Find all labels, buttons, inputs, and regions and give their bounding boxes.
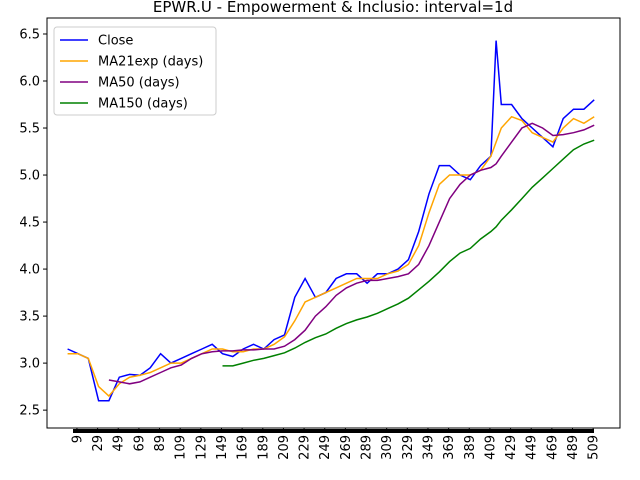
series-line bbox=[67, 40, 595, 402]
plot-frame bbox=[46, 17, 621, 429]
y-tick-label: 4.5 bbox=[19, 216, 40, 231]
series-line bbox=[222, 139, 595, 367]
y-tick-label: 3.0 bbox=[19, 357, 40, 372]
x-tick-label: 109 bbox=[174, 435, 189, 460]
x-tick-label: 309 bbox=[380, 435, 395, 460]
x-tick-label: 149 bbox=[215, 435, 230, 460]
series-line bbox=[108, 122, 595, 385]
y-tick-label: 4.0 bbox=[19, 263, 40, 278]
y-tick-label: 5.0 bbox=[19, 169, 40, 184]
y-tick-label: 2.5 bbox=[19, 404, 40, 419]
tick-band bbox=[73, 429, 594, 433]
y-tick-label: 5.5 bbox=[19, 122, 40, 137]
x-tick-label: 29 bbox=[91, 435, 106, 452]
x-tick-label: 489 bbox=[566, 435, 581, 460]
chart-title: EPWR.U - Empowerment & Inclusio: interva… bbox=[153, 0, 513, 16]
x-tick-label: 189 bbox=[256, 435, 271, 460]
x-tick-label: 209 bbox=[277, 435, 292, 460]
x-tick-label: 349 bbox=[421, 435, 436, 460]
x-tick-label: 409 bbox=[483, 435, 498, 460]
series-line bbox=[67, 115, 595, 398]
x-tick-label: 89 bbox=[153, 435, 168, 452]
x-tick-label: 229 bbox=[298, 435, 313, 460]
x-tick-label: 169 bbox=[236, 435, 251, 460]
y-tick-label: 6.5 bbox=[19, 27, 40, 42]
y-tick-label: 6.0 bbox=[19, 75, 40, 90]
x-tick-label: 269 bbox=[339, 435, 354, 460]
x-tick-label: 449 bbox=[525, 435, 540, 460]
x-tick-label: 389 bbox=[463, 435, 478, 460]
x-tick-label: 49 bbox=[112, 435, 127, 452]
x-tick-label: 329 bbox=[401, 435, 416, 460]
legend-label: MA150 (days) bbox=[98, 97, 188, 112]
x-tick-label: 429 bbox=[504, 435, 519, 460]
legend-label: Close bbox=[98, 34, 133, 49]
x-tick-label: 369 bbox=[442, 435, 457, 460]
legend-label: MA21exp (days) bbox=[98, 55, 203, 70]
x-tick-label: 249 bbox=[318, 435, 333, 460]
x-tick-label: 509 bbox=[587, 435, 602, 460]
x-tick-label: 289 bbox=[360, 435, 375, 460]
x-tick-label: 129 bbox=[194, 435, 209, 460]
x-tick-label: 69 bbox=[132, 435, 147, 452]
legend-box bbox=[53, 26, 217, 116]
x-tick-label: 9 bbox=[70, 435, 85, 443]
y-tick-label: 3.5 bbox=[19, 310, 40, 325]
x-tick-label: 469 bbox=[545, 435, 560, 460]
legend-label: MA50 (days) bbox=[98, 76, 180, 91]
